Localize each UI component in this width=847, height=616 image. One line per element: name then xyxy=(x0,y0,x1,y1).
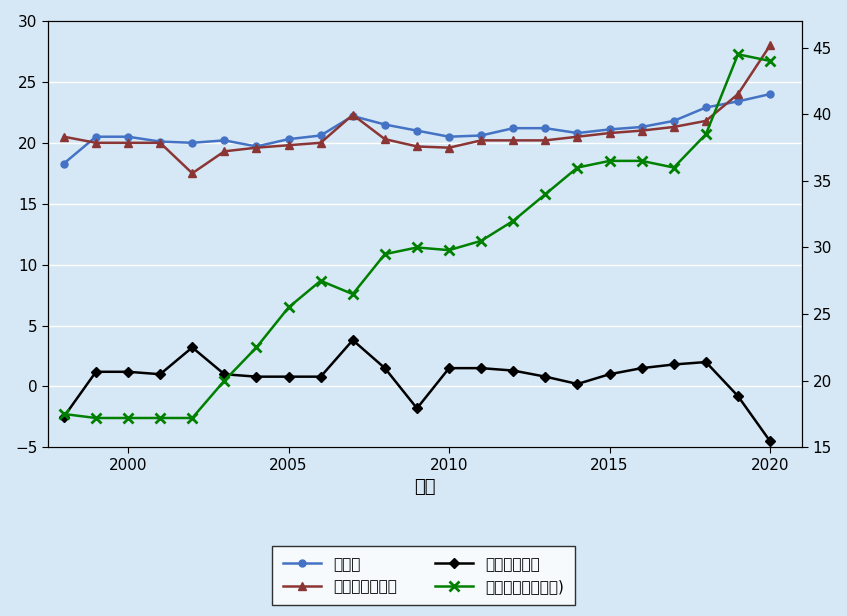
国家債務（右目盛) xyxy=(219,377,230,384)
国家債務（右目盛) xyxy=(123,415,133,422)
統合財政収支 xyxy=(58,413,69,421)
総歳出・純融資 xyxy=(58,133,69,140)
Line: 総歳入: 総歳入 xyxy=(60,91,773,167)
統合財政収支 xyxy=(155,371,165,378)
国家債務（右目盛) xyxy=(444,246,454,254)
総歳出・純融資 xyxy=(155,139,165,147)
統合財政収支 xyxy=(444,365,454,372)
Legend: 総歳入, 総歳出・純融資, 統合財政収支, 国家債務（右目盛): 総歳入, 総歳出・純融資, 統合財政収支, 国家債務（右目盛) xyxy=(272,546,575,606)
総歳出・純融資 xyxy=(540,137,551,144)
総歳出・純融資 xyxy=(252,144,262,152)
総歳入 xyxy=(347,112,357,120)
統合財政収支 xyxy=(508,367,518,375)
統合財政収支 xyxy=(412,405,422,412)
統合財政収支 xyxy=(316,373,326,380)
国家債務（右目盛) xyxy=(573,164,583,171)
総歳出・純融資 xyxy=(765,42,775,49)
統合財政収支 xyxy=(219,371,230,378)
総歳入 xyxy=(58,160,69,167)
総歳出・純融資 xyxy=(573,133,583,140)
総歳出・純融資 xyxy=(700,117,711,124)
総歳入 xyxy=(444,133,454,140)
総歳入 xyxy=(412,127,422,134)
統合財政収支 xyxy=(669,361,679,368)
国家債務（右目盛) xyxy=(412,244,422,251)
総歳出・純融資 xyxy=(379,136,390,143)
統合財政収支 xyxy=(605,371,615,378)
総歳出・純融資 xyxy=(123,139,133,147)
総歳入 xyxy=(540,124,551,132)
総歳出・純融資 xyxy=(219,148,230,155)
国家債務（右目盛) xyxy=(379,251,390,258)
総歳入 xyxy=(284,136,294,143)
総歳入 xyxy=(252,143,262,150)
総歳入 xyxy=(316,132,326,139)
統合財政収支 xyxy=(187,344,197,351)
総歳出・純融資 xyxy=(508,137,518,144)
統合財政収支 xyxy=(573,380,583,387)
総歳出・純融資 xyxy=(187,169,197,177)
総歳入 xyxy=(700,103,711,111)
Line: 国家債務（右目盛): 国家債務（右目盛) xyxy=(59,49,775,423)
総歳入 xyxy=(187,139,197,147)
国家債務（右目盛) xyxy=(733,51,743,58)
国家債務（右目盛) xyxy=(637,157,647,164)
国家債務（右目盛) xyxy=(347,290,357,298)
総歳入 xyxy=(91,133,101,140)
X-axis label: 年次: 年次 xyxy=(414,478,435,496)
国家債務（右目盛) xyxy=(155,415,165,422)
国家債務（右目盛) xyxy=(669,164,679,171)
総歳出・純融資 xyxy=(733,91,743,98)
国家債務（右目盛) xyxy=(58,410,69,418)
総歳入 xyxy=(155,138,165,145)
統合財政収支 xyxy=(637,365,647,372)
総歳入 xyxy=(123,133,133,140)
総歳入 xyxy=(637,123,647,131)
総歳入 xyxy=(573,129,583,137)
総歳入 xyxy=(219,137,230,144)
総歳入 xyxy=(605,126,615,133)
統合財政収支 xyxy=(700,359,711,366)
国家債務（右目盛) xyxy=(605,157,615,164)
統合財政収支 xyxy=(476,365,486,372)
総歳入 xyxy=(765,91,775,98)
総歳出・純融資 xyxy=(476,137,486,144)
総歳出・純融資 xyxy=(91,139,101,147)
国家債務（右目盛) xyxy=(508,217,518,224)
総歳入 xyxy=(669,117,679,124)
統合財政収支 xyxy=(379,365,390,372)
総歳出・純融資 xyxy=(669,123,679,131)
国家債務（右目盛) xyxy=(187,415,197,422)
総歳入 xyxy=(476,132,486,139)
総歳出・純融資 xyxy=(347,111,357,118)
総歳入 xyxy=(379,121,390,128)
国家債務（右目盛) xyxy=(252,344,262,351)
国家債務（右目盛) xyxy=(284,304,294,311)
Line: 統合財政収支: 統合財政収支 xyxy=(60,337,773,445)
統合財政収支 xyxy=(765,437,775,445)
総歳出・純融資 xyxy=(605,129,615,137)
統合財政収支 xyxy=(123,368,133,376)
国家債務（右目盛) xyxy=(316,277,326,285)
統合財政収支 xyxy=(91,368,101,376)
統合財政収支 xyxy=(733,392,743,400)
総歳出・純融資 xyxy=(284,142,294,149)
国家債務（右目盛) xyxy=(476,237,486,245)
統合財政収支 xyxy=(540,373,551,380)
総歳入 xyxy=(508,124,518,132)
総歳入 xyxy=(733,98,743,105)
国家債務（右目盛) xyxy=(700,131,711,138)
統合財政収支 xyxy=(347,336,357,344)
統合財政収支 xyxy=(252,373,262,380)
国家債務（右目盛) xyxy=(540,190,551,198)
総歳出・純融資 xyxy=(316,139,326,147)
統合財政収支 xyxy=(284,373,294,380)
国家債務（右目盛) xyxy=(765,57,775,65)
総歳出・純融資 xyxy=(444,144,454,152)
国家債務（右目盛) xyxy=(91,415,101,422)
総歳出・純融資 xyxy=(412,143,422,150)
Line: 総歳出・純融資: 総歳出・純融資 xyxy=(59,41,774,177)
総歳出・純融資 xyxy=(637,127,647,134)
